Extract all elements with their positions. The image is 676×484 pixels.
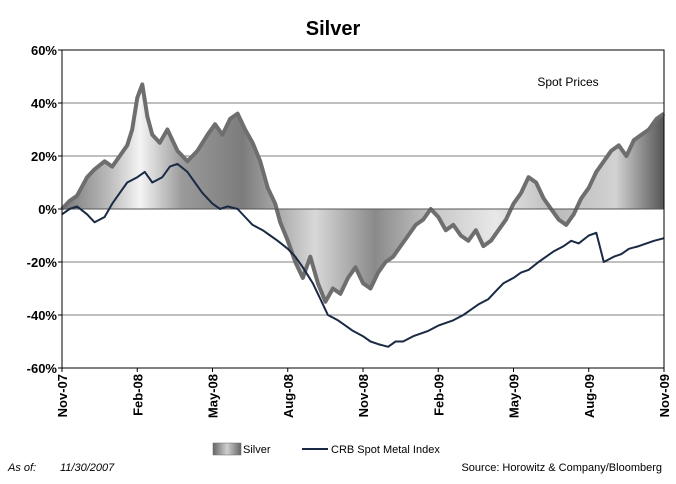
x-tick-label: May-08 (206, 374, 221, 418)
crb-line (61, 162, 665, 348)
legend-label-silver: Silver (243, 444, 271, 456)
y-tick-label: 0% (38, 202, 57, 217)
y-tick-label: 60% (31, 43, 57, 58)
silver-area (60, 82, 666, 304)
x-tick-label: Feb-09 (431, 374, 446, 416)
chart-title: Silver (306, 18, 361, 40)
y-tick-label: 20% (31, 149, 57, 164)
legend-label-crb: CRB Spot Metal Index (331, 444, 440, 456)
source-text: Source: Horowitz & Company/Bloomberg (461, 462, 662, 474)
x-tick-label: Feb-08 (130, 374, 145, 416)
as-of-label: As of: (7, 462, 36, 474)
x-tick-label: Aug-09 (582, 374, 597, 418)
silver-area-fill (62, 84, 664, 302)
x-tick-label: Nov-08 (356, 374, 371, 417)
legend: Silver CRB Spot Metal Index (212, 442, 440, 456)
spot-prices-annotation: Spot Prices (537, 75, 598, 89)
silver-series-line (60, 82, 666, 304)
as-of-date: 11/30/2007 (60, 462, 115, 474)
y-tick-label: -60% (27, 361, 58, 376)
x-tick-label: Nov-07 (55, 374, 70, 417)
x-tick-label: May-09 (507, 374, 522, 418)
y-tick-label: -40% (27, 308, 58, 323)
y-tick-label: -20% (27, 255, 58, 270)
crb-series-line (61, 162, 665, 348)
y-axis-ticks: 60% 40% 20% 0% -20% -40% -60% (27, 43, 62, 376)
x-tick-label: Aug-08 (281, 374, 296, 418)
x-axis-ticks: Nov-07 Feb-08 May-08 Aug-08 Nov-08 Feb-09 May-… (55, 368, 672, 418)
x-tick-label: Nov-09 (657, 374, 672, 417)
y-tick-label: 40% (31, 96, 57, 111)
legend-swatch-silver (212, 442, 242, 456)
